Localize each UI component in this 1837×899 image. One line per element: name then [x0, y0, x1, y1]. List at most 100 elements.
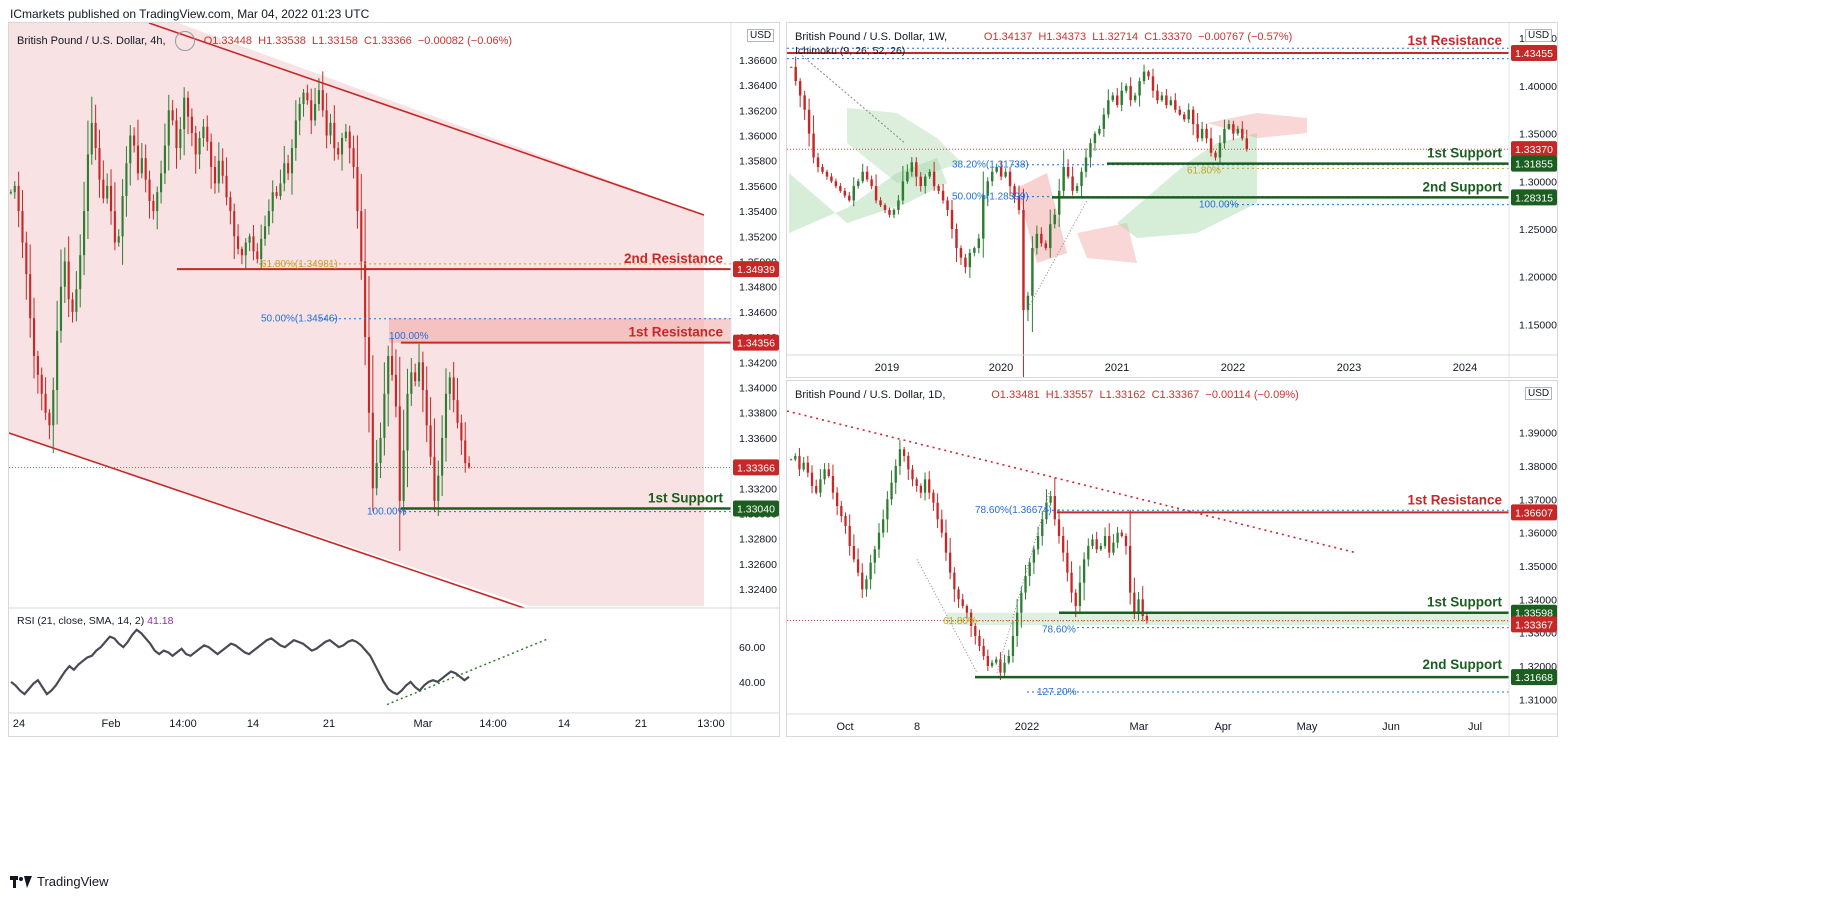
- ohlc-close: C1.33366: [364, 34, 412, 47]
- candle-body: [391, 356, 394, 375]
- candle-body: [1070, 572, 1073, 593]
- candle-body: [831, 476, 835, 493]
- candle-body: [106, 185, 109, 199]
- candle-body: [1138, 81, 1141, 96]
- candle-body: [1124, 85, 1128, 91]
- y-tick-label: 1.34000: [1519, 594, 1557, 606]
- candle-body: [294, 120, 297, 149]
- candle-body: [843, 190, 847, 196]
- chart-daily-canvas[interactable]: 78.60%(1.36674) 61.80% 78.60% 127.20% 1st Re…: [787, 381, 1558, 737]
- candle-body: [856, 181, 860, 187]
- candle-body: [823, 469, 826, 480]
- candle-body: [906, 171, 909, 182]
- candle-body: [1004, 171, 1007, 177]
- x-tick-label: 13:00: [697, 718, 725, 730]
- candle-body: [398, 406, 401, 501]
- chart-pane-daily[interactable]: 78.60%(1.36674) 61.80% 78.60% 127.20% 1st Re…: [786, 380, 1558, 737]
- x-tick-label: Jun: [1382, 721, 1400, 733]
- currency-badge-weekly[interactable]: USD: [1525, 29, 1553, 42]
- candle-body: [36, 356, 39, 375]
- price-tag: [1511, 155, 1557, 172]
- candle-body: [919, 486, 923, 493]
- price-tag: [1511, 189, 1557, 206]
- candle-body: [1041, 519, 1044, 536]
- candle-body: [1241, 128, 1244, 139]
- candle-body: [414, 372, 417, 382]
- y-tick-label: 1.35600: [739, 181, 777, 193]
- candle-body: [848, 195, 851, 201]
- ohlc-high: H1.33538: [258, 34, 306, 47]
- price-tag-label: 1.34939: [737, 264, 775, 276]
- candle-body: [1200, 128, 1204, 139]
- candle-body: [865, 579, 868, 590]
- price-tag-label: 1.43455: [1515, 48, 1553, 60]
- fib-anchor-line: [801, 55, 906, 144]
- ohlc-low: L1.33162: [1099, 389, 1146, 401]
- candle-body: [94, 122, 97, 149]
- candle-body: [460, 422, 463, 441]
- candle-body: [113, 211, 116, 243]
- candle-body: [248, 236, 251, 243]
- candle-body: [52, 390, 55, 426]
- candle-body: [944, 532, 948, 553]
- candle-body: [789, 459, 793, 461]
- fib-label: 61.80%(1.34981): [261, 259, 338, 270]
- level-label: 1st Resistance: [1407, 492, 1502, 507]
- candle-body: [974, 626, 977, 636]
- x-tick-label: 24: [13, 718, 25, 730]
- candle-body: [1049, 496, 1052, 503]
- compare-circle-icon[interactable]: [174, 31, 195, 51]
- candle-body: [1218, 143, 1222, 158]
- candle-body: [802, 462, 805, 470]
- x-tick-label: 21: [323, 718, 335, 730]
- legend-4h: British Pound / U.S. Dollar, 4h, O1.3344…: [17, 31, 512, 51]
- chart-4h-canvas[interactable]: 61.80%(1.34981) 50.00%(1.34546) 100.00% 100…: [9, 23, 780, 737]
- candle-body: [910, 162, 914, 172]
- candle-body: [1036, 536, 1040, 550]
- candle-body: [1066, 552, 1069, 573]
- candle-body: [961, 599, 964, 606]
- candle-body: [1003, 662, 1006, 673]
- candle-body: [406, 393, 409, 451]
- chart-weekly-canvas[interactable]: 38.20%(1.31738) 50.00%(1.28399) 61.80% 100.…: [787, 23, 1558, 378]
- candle-body: [999, 659, 1002, 673]
- candle-body: [433, 456, 436, 501]
- currency-badge-4h[interactable]: USD: [747, 29, 775, 42]
- candle-body: [949, 552, 952, 573]
- y-tick-label: 1.30000: [1519, 176, 1557, 188]
- fib-label: 78.60%(1.36674): [975, 505, 1052, 516]
- candle-body: [901, 181, 905, 201]
- x-tick-label: 2021: [1105, 362, 1129, 374]
- ichimoku-cloud-green: [847, 108, 962, 183]
- y-tick-label: 1.33600: [739, 433, 777, 445]
- price-tag-label: 1.33370: [1515, 144, 1553, 156]
- chart-pane-weekly[interactable]: 38.20%(1.31738) 50.00%(1.28399) 61.80% 100.…: [786, 22, 1558, 378]
- candle-body: [835, 492, 839, 506]
- candle-body: [965, 606, 969, 613]
- chart-pane-4h[interactable]: 61.80%(1.34981) 50.00%(1.34546) 100.00% 100…: [8, 22, 780, 737]
- candle-body: [98, 148, 101, 180]
- tradingview-logo[interactable]: TradingView: [10, 874, 109, 889]
- y-tick-label: 1.33200: [739, 483, 777, 495]
- currency-badge-daily[interactable]: USD: [1525, 387, 1553, 400]
- candle-body: [71, 299, 74, 312]
- candle-body: [969, 612, 973, 626]
- level-label: 1st Support: [1427, 146, 1503, 161]
- candle-body: [429, 425, 432, 457]
- candle-body: [1091, 539, 1094, 546]
- candle-body: [225, 175, 228, 198]
- candle-body: [317, 90, 320, 104]
- candle-body: [816, 157, 820, 167]
- candle-body: [894, 466, 897, 483]
- candle-body: [990, 171, 994, 182]
- candle-body: [1049, 224, 1052, 249]
- y-tick-label: 1.36000: [1519, 528, 1557, 540]
- candle-body: [1236, 128, 1240, 134]
- candle-body: [790, 66, 793, 68]
- candle-body: [306, 92, 309, 101]
- candle-body: [1022, 209, 1025, 311]
- candle-body: [907, 456, 910, 470]
- candle-body: [156, 192, 159, 212]
- candle-body: [919, 176, 922, 187]
- channel-lower-line: [9, 432, 525, 609]
